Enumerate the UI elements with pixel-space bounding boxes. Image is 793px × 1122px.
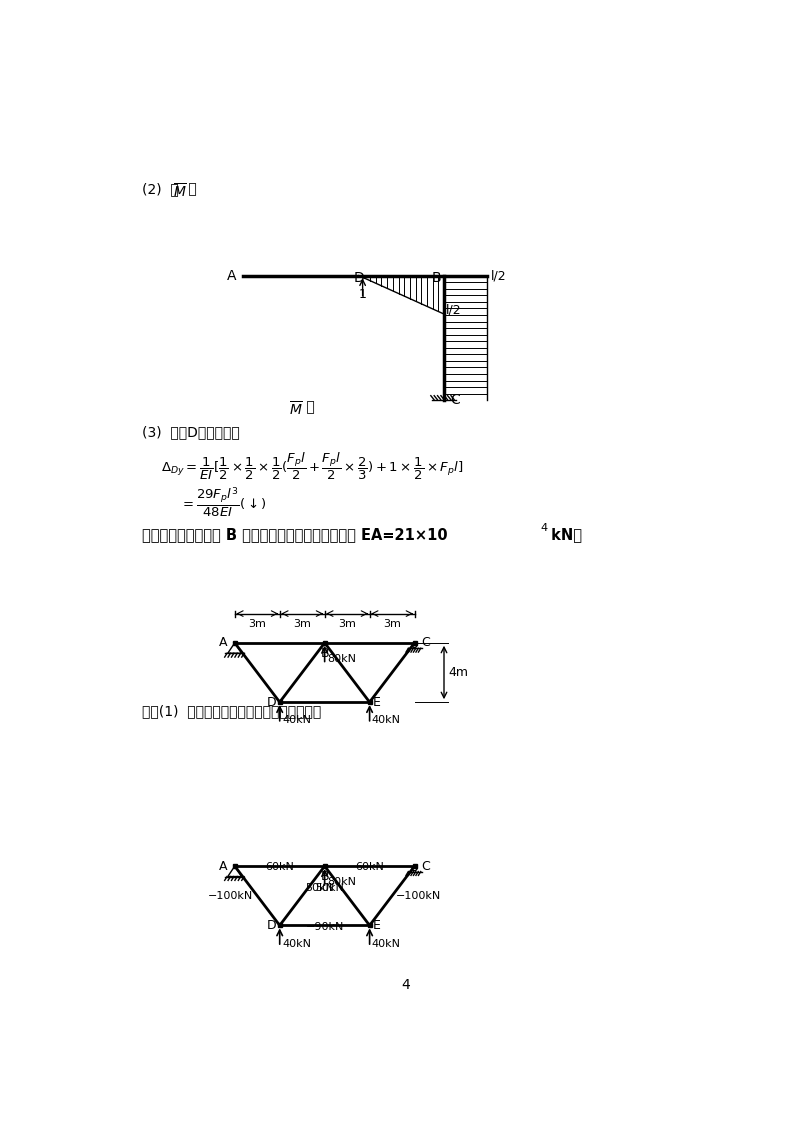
Text: 80kN: 80kN xyxy=(327,654,356,663)
Text: 40kN: 40kN xyxy=(372,715,401,725)
Text: C: C xyxy=(450,394,460,407)
Text: 80kN: 80kN xyxy=(327,877,356,886)
Text: l/2: l/2 xyxy=(446,303,462,316)
Text: 50kN: 50kN xyxy=(315,883,344,893)
Text: 40kN: 40kN xyxy=(282,715,311,725)
Text: D: D xyxy=(354,270,364,285)
Text: $= \dfrac{29F_p l^3}{48EI}(\downarrow)$: $= \dfrac{29F_p l^3}{48EI}(\downarrow)$ xyxy=(181,485,267,518)
Text: 1: 1 xyxy=(358,288,366,301)
Text: B: B xyxy=(320,646,329,660)
Text: A: A xyxy=(219,859,227,873)
Text: 50kN: 50kN xyxy=(305,883,334,893)
Text: $\overline{M}$: $\overline{M}$ xyxy=(289,401,303,419)
Text: 4: 4 xyxy=(541,524,548,533)
Text: 60kN: 60kN xyxy=(266,863,294,872)
Text: A: A xyxy=(227,268,236,283)
Text: 4m: 4m xyxy=(449,666,469,679)
Text: $\overline{M}$: $\overline{M}$ xyxy=(173,183,186,201)
Text: A: A xyxy=(219,636,227,650)
Text: E: E xyxy=(373,696,381,709)
Text: D: D xyxy=(267,696,277,709)
Text: −100kN: −100kN xyxy=(396,891,441,901)
Text: 40kN: 40kN xyxy=(372,938,401,948)
Text: 3m: 3m xyxy=(248,619,266,629)
Text: kN。: kN。 xyxy=(546,527,582,542)
Text: −100kN: −100kN xyxy=(208,891,253,901)
Text: C: C xyxy=(421,636,430,650)
Text: (2)  作: (2) 作 xyxy=(142,183,178,196)
Text: 4: 4 xyxy=(401,977,411,992)
Text: 图: 图 xyxy=(185,183,197,196)
Text: l/2: l/2 xyxy=(491,269,506,282)
Text: B: B xyxy=(432,270,442,285)
Text: 3m: 3m xyxy=(293,619,311,629)
Text: 60kN: 60kN xyxy=(355,863,384,872)
Text: 3m: 3m xyxy=(338,619,356,629)
Text: E: E xyxy=(373,919,381,932)
Text: −90kN: −90kN xyxy=(305,921,344,931)
Text: 图: 图 xyxy=(302,401,315,414)
Text: $\Delta_{Dy} = \dfrac{1}{EI}[\dfrac{1}{2}\times\dfrac{1}{2}\times\dfrac{1}{2}(\d: $\Delta_{Dy} = \dfrac{1}{EI}[\dfrac{1}{2… xyxy=(161,450,464,481)
Text: C: C xyxy=(421,859,430,873)
Text: 六、求图示桁架结点 B 的竖向位移，已知桁架各杆的 EA=21×10: 六、求图示桁架结点 B 的竖向位移，已知桁架各杆的 EA=21×10 xyxy=(142,527,447,542)
Text: 3m: 3m xyxy=(383,619,401,629)
Text: 解：(1)  计算实际荷载作用下桁架各杆的轴力: 解：(1) 计算实际荷载作用下桁架各杆的轴力 xyxy=(142,705,321,718)
Text: (3)  计算D点竖向位移: (3) 计算D点竖向位移 xyxy=(142,425,239,440)
Text: 40kN: 40kN xyxy=(282,938,311,948)
Text: B: B xyxy=(320,870,329,883)
Text: D: D xyxy=(267,919,277,932)
